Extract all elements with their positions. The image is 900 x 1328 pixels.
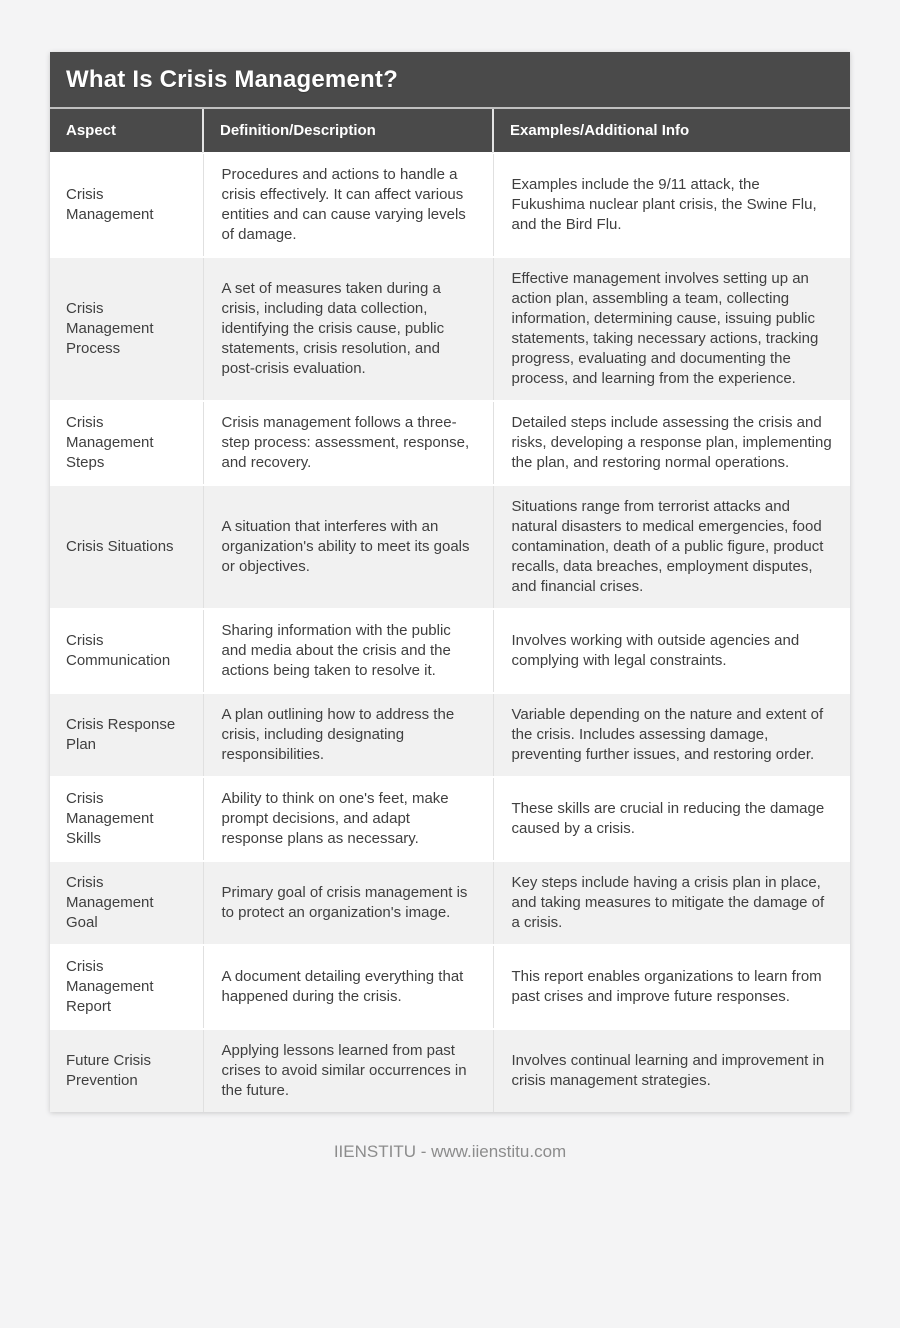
table-row: Crisis Communication Sharing information … bbox=[50, 608, 850, 693]
cell-examples: Involves continual learning and improvem… bbox=[492, 1028, 850, 1112]
cell-definition: A document detailing everything that hap… bbox=[202, 944, 493, 1029]
cell-examples: Effective management involves setting up… bbox=[492, 256, 850, 401]
table-body: Crisis Management Procedures and actions … bbox=[50, 152, 850, 1112]
table-row: Crisis Management Procedures and actions … bbox=[50, 152, 850, 257]
cell-examples: These skills are crucial in reducing the… bbox=[492, 776, 850, 861]
page-title: What Is Crisis Management? bbox=[50, 52, 850, 109]
cell-definition: Applying lessons learned from past crise… bbox=[202, 1028, 493, 1112]
table-header: Aspect Definition/Description Examples/A… bbox=[50, 109, 850, 153]
crisis-management-table: Aspect Definition/Description Examples/A… bbox=[50, 109, 850, 1112]
cell-aspect: Crisis Situations bbox=[50, 484, 203, 609]
cell-examples: Detailed steps include assessing the cri… bbox=[492, 400, 850, 485]
cell-aspect: Crisis Management Report bbox=[50, 944, 203, 1029]
cell-definition: A set of measures taken during a crisis,… bbox=[202, 256, 493, 401]
footer-attribution: IIENSTITU - www.iienstitu.com bbox=[333, 1142, 567, 1161]
cell-definition: Sharing information with the public and … bbox=[202, 608, 493, 693]
cell-definition: Procedures and actions to handle a crisi… bbox=[202, 152, 493, 257]
cell-examples: Variable depending on the nature and ext… bbox=[492, 692, 850, 777]
crisis-management-card: What Is Crisis Management? Aspect Defini… bbox=[50, 52, 850, 1112]
cell-aspect: Crisis Response Plan bbox=[50, 692, 203, 777]
cell-examples: Examples include the 9/11 attack, the Fu… bbox=[492, 152, 850, 257]
cell-aspect: Future Crisis Prevention bbox=[50, 1028, 203, 1112]
cell-examples: Key steps include having a crisis plan i… bbox=[492, 860, 850, 945]
table-row: Crisis Response Plan A plan outlining how… bbox=[50, 692, 850, 777]
cell-aspect: Crisis Management Goal bbox=[50, 860, 203, 945]
table-row: Crisis Management Steps Crisis management… bbox=[50, 400, 850, 485]
cell-definition: A situation that interferes with an orga… bbox=[202, 484, 493, 609]
column-header-aspect: Aspect bbox=[50, 109, 203, 153]
cell-aspect: Crisis Management Process bbox=[50, 256, 203, 401]
cell-definition: A plan outlining how to address the cris… bbox=[202, 692, 493, 777]
cell-aspect: Crisis Management bbox=[50, 152, 203, 257]
cell-definition: Crisis management follows a three-step p… bbox=[202, 400, 493, 485]
table-row: Crisis Management Goal Primary goal of cr… bbox=[50, 860, 850, 945]
column-header-definition: Definition/Description bbox=[202, 109, 493, 153]
cell-aspect: Crisis Communication bbox=[50, 608, 203, 693]
cell-aspect: Crisis Management Skills bbox=[50, 776, 203, 861]
table-row: Future Crisis Prevention Applying lessons… bbox=[50, 1028, 850, 1112]
cell-examples: Involves working with outside agencies a… bbox=[492, 608, 850, 693]
table-row: Crisis Management Report A document detai… bbox=[50, 944, 850, 1029]
table-row: Crisis Management Skills Ability to think… bbox=[50, 776, 850, 861]
cell-examples: Situations range from terrorist attacks … bbox=[492, 484, 850, 609]
table-row: Crisis Management Process A set of measur… bbox=[50, 256, 850, 401]
table-row: Crisis Situations A situation that interf… bbox=[50, 484, 850, 609]
cell-examples: This report enables organizations to lea… bbox=[492, 944, 850, 1029]
cell-definition: Primary goal of crisis management is to … bbox=[202, 860, 493, 945]
cell-aspect: Crisis Management Steps bbox=[50, 400, 203, 485]
column-header-examples: Examples/Additional Info bbox=[492, 109, 850, 153]
cell-definition: Ability to think on one's feet, make pro… bbox=[202, 776, 493, 861]
